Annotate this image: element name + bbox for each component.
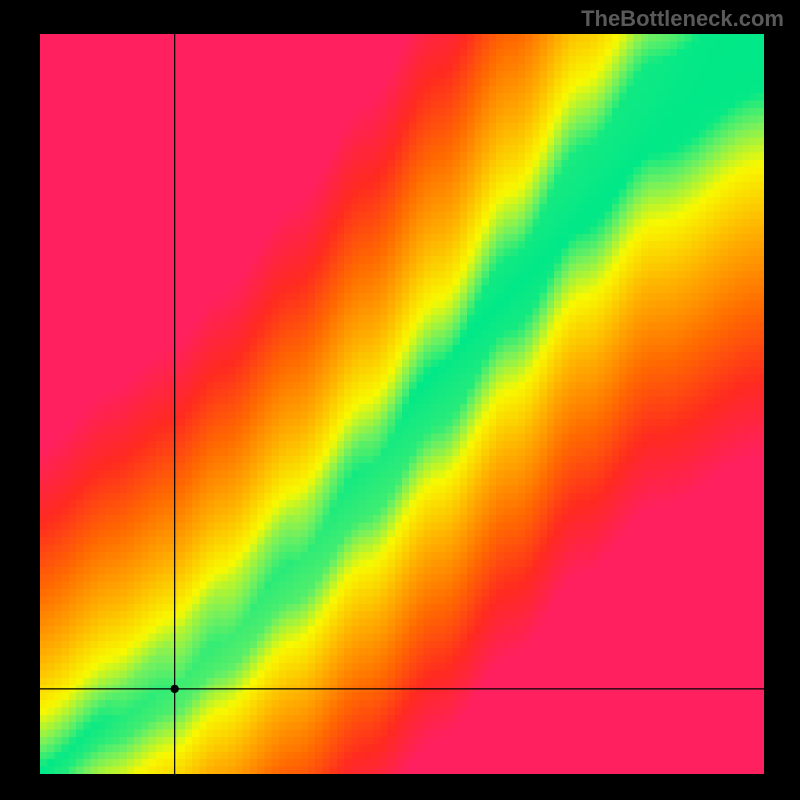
chart-container: TheBottleneck.com — [0, 0, 800, 800]
bottleneck-heatmap — [40, 34, 764, 774]
watermark-text: TheBottleneck.com — [581, 6, 784, 32]
